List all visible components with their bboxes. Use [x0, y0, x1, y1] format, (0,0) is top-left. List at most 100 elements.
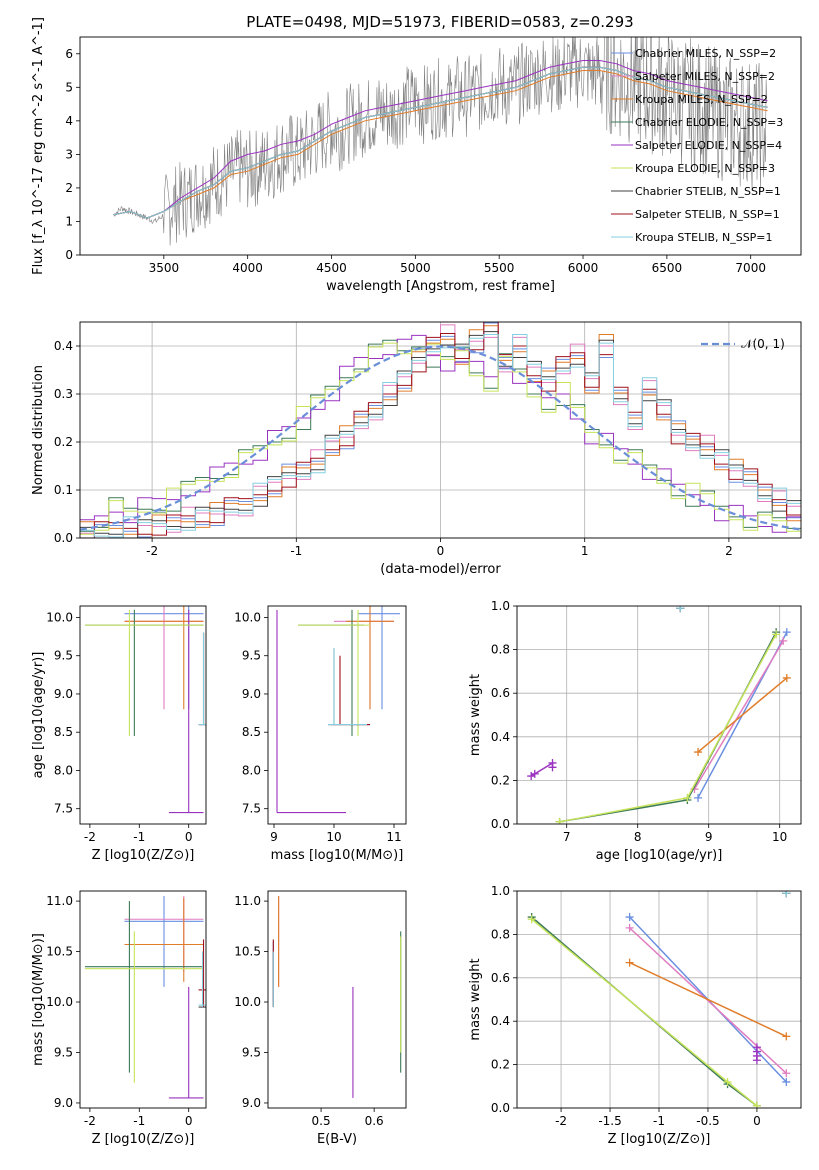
histogram-salpeter_stelib	[80, 322, 801, 538]
y-tick-label: 0	[65, 248, 73, 262]
weight-marker-kroupa_elodie	[527, 915, 536, 924]
weight-line-salpeter_miles	[629, 927, 787, 1074]
chart-mass_vs_ebv: 0.5 0.6 9.0 9.5 10.0 10.5 11.0 E(B-V)	[234, 890, 407, 1147]
y-tick-label: 11.0	[46, 894, 73, 908]
weight-marker-kroupa_elodie	[772, 630, 781, 639]
x-tick-label: 0	[753, 1114, 761, 1128]
y-tick-label: 0.3	[54, 387, 73, 401]
y-axis-label: mass [log10(M/M⊙)]	[31, 933, 46, 1066]
legend-label: Kroupa ELODIE, N_SSP=3	[635, 162, 775, 175]
figure-title: PLATE=0498, MJD=51973, FIBERID=0583, z=0…	[246, 13, 633, 31]
axes-frame	[267, 890, 407, 1109]
weight-marker-kroupa_elodie	[723, 1077, 732, 1086]
normal-pdf-curve	[80, 345, 801, 531]
weight-marker-chabrier_miles	[625, 913, 634, 922]
data-spectrum-line	[113, 37, 768, 246]
x-axis-label: Z [log10(Z/Z⊙)]	[92, 1132, 195, 1147]
legend-label: Chabrier STELIB, N_SSP=1	[635, 185, 781, 198]
weight-marker-kroupa_miles	[625, 958, 634, 967]
axes-frame	[267, 605, 407, 825]
plot-area	[84, 896, 206, 1099]
x-tick-label: 10	[772, 830, 787, 844]
y-tick-label: 8.5	[242, 725, 261, 739]
y-tick-label: 0.4	[491, 730, 510, 744]
y-tick-label: 0.0	[491, 817, 510, 831]
y-tick-label: 1.0	[491, 599, 510, 613]
weight-marker-chabrier_miles	[694, 793, 703, 802]
legend-label: Salpeter ELODIE, N_SSP=4	[635, 139, 782, 152]
x-tick-label: -2	[84, 1114, 96, 1128]
axes-frame	[516, 890, 802, 1109]
y-tick-label: 0.1	[54, 483, 73, 497]
legend: Chabrier MILES, N_SSP=2 Salpeter MILES, N…	[611, 47, 783, 244]
x-tick-label: 0	[185, 1114, 193, 1128]
y-tick-label: 0.8	[491, 927, 510, 941]
y-axis-label: age [log10(age/yr)]	[31, 652, 46, 779]
y-tick-label: 9.0	[242, 1096, 261, 1110]
x-axis-label: Z [log10(Z/Z⊙)]	[92, 848, 195, 863]
y-tick-label: 0.2	[491, 773, 510, 787]
plot-area	[84, 606, 206, 814]
y-tick-label: 4	[65, 114, 73, 128]
weight-line-kroupa_miles	[697, 677, 788, 753]
model-line-kroupa_miles	[113, 70, 768, 219]
x-tick-label: 7	[563, 830, 571, 844]
y-tick-label: 5	[65, 80, 73, 94]
x-axis-label: wavelength [Angstrom, rest frame]	[326, 279, 555, 294]
plot-area	[517, 891, 801, 1108]
chart-residuals: -2 -1 0 1 2 0.0 0.1 0.2 0.3 0.4 (data-model)/error…	[31, 321, 802, 577]
axes-frame	[79, 36, 802, 256]
x-tick-label: 4000	[232, 261, 263, 275]
weight-marker-kroupa_miles	[694, 748, 703, 757]
y-tick-label: 9.0	[54, 1096, 73, 1110]
legend-label: Salpeter STELIB, N_SSP=1	[635, 208, 780, 221]
x-tick-label: 0.5	[312, 1114, 331, 1128]
x-tick-label: 10	[326, 830, 341, 844]
legend-label: Kroupa MILES, N_SSP=2	[635, 93, 768, 106]
y-tick-label: 9.0	[54, 687, 73, 701]
x-tick-label: 1	[581, 544, 589, 558]
legend-label: Chabrier ELODIE, N_SSP=3	[635, 116, 783, 129]
x-tick-label: -1	[290, 544, 302, 558]
plot-area	[517, 606, 801, 824]
weight-marker-kroupa_elodie	[752, 1101, 761, 1108]
legend-label: 𝒩(0, 1)	[741, 337, 785, 351]
weight-marker-kroupa_stelib	[676, 606, 685, 613]
chart-age_vs_Z: -2 -1 0 7.5 8.0 8.5 9.0 9.5 10.0 Z [log10(Z/Z⊙)] a…	[31, 605, 207, 863]
x-tick-label: 9	[705, 830, 713, 844]
x-tick-label: 7000	[735, 261, 766, 275]
y-tick-label: 8.5	[54, 725, 73, 739]
axes-frame	[79, 321, 802, 539]
x-tick-label: -1	[133, 1114, 145, 1128]
weight-marker-chabrier_miles	[782, 1077, 791, 1086]
y-tick-label: 0.4	[54, 339, 73, 353]
y-tick-label: 10.0	[46, 610, 73, 624]
x-tick-label: 9	[270, 830, 278, 844]
chart-age_vs_mass: 9 10 11 7.5 8.0 8.5 9.0 9.5 10.0 mass [log10(M/M⊙…	[234, 605, 407, 863]
x-axis-label: (data-model)/error	[380, 562, 501, 577]
y-tick-label: 3	[65, 147, 73, 161]
histogram-kroupa_miles	[80, 325, 801, 538]
x-tick-label: -1.5	[598, 1114, 621, 1128]
weight-marker-kroupa_miles	[782, 1032, 791, 1041]
legend-label: Chabrier MILES, N_SSP=2	[635, 47, 776, 60]
y-tick-label: 0.0	[54, 531, 73, 545]
legend-label: Kroupa STELIB, N_SSP=1	[635, 231, 773, 244]
x-tick-label: -0.5	[696, 1114, 719, 1128]
axes-frame	[516, 605, 802, 825]
y-tick-label: 9.0	[242, 687, 261, 701]
histogram-salpeter_elodie	[80, 334, 801, 533]
y-tick-label: 9.5	[242, 649, 261, 663]
y-tick-label: 10.0	[46, 995, 73, 1009]
weight-marker-kroupa_miles	[782, 673, 791, 682]
y-tick-label: 0.8	[491, 643, 510, 657]
weight-marker-salpeter_elodie	[530, 769, 539, 778]
y-tick-label: 0.6	[491, 686, 510, 700]
x-tick-label: -1	[133, 830, 145, 844]
y-tick-label: 0.2	[54, 435, 73, 449]
x-tick-label: 6000	[568, 261, 599, 275]
y-axis-label: mass weight	[468, 958, 483, 1040]
y-axis-label: Normed distribution	[31, 365, 46, 495]
x-tick-label: 0	[185, 830, 193, 844]
